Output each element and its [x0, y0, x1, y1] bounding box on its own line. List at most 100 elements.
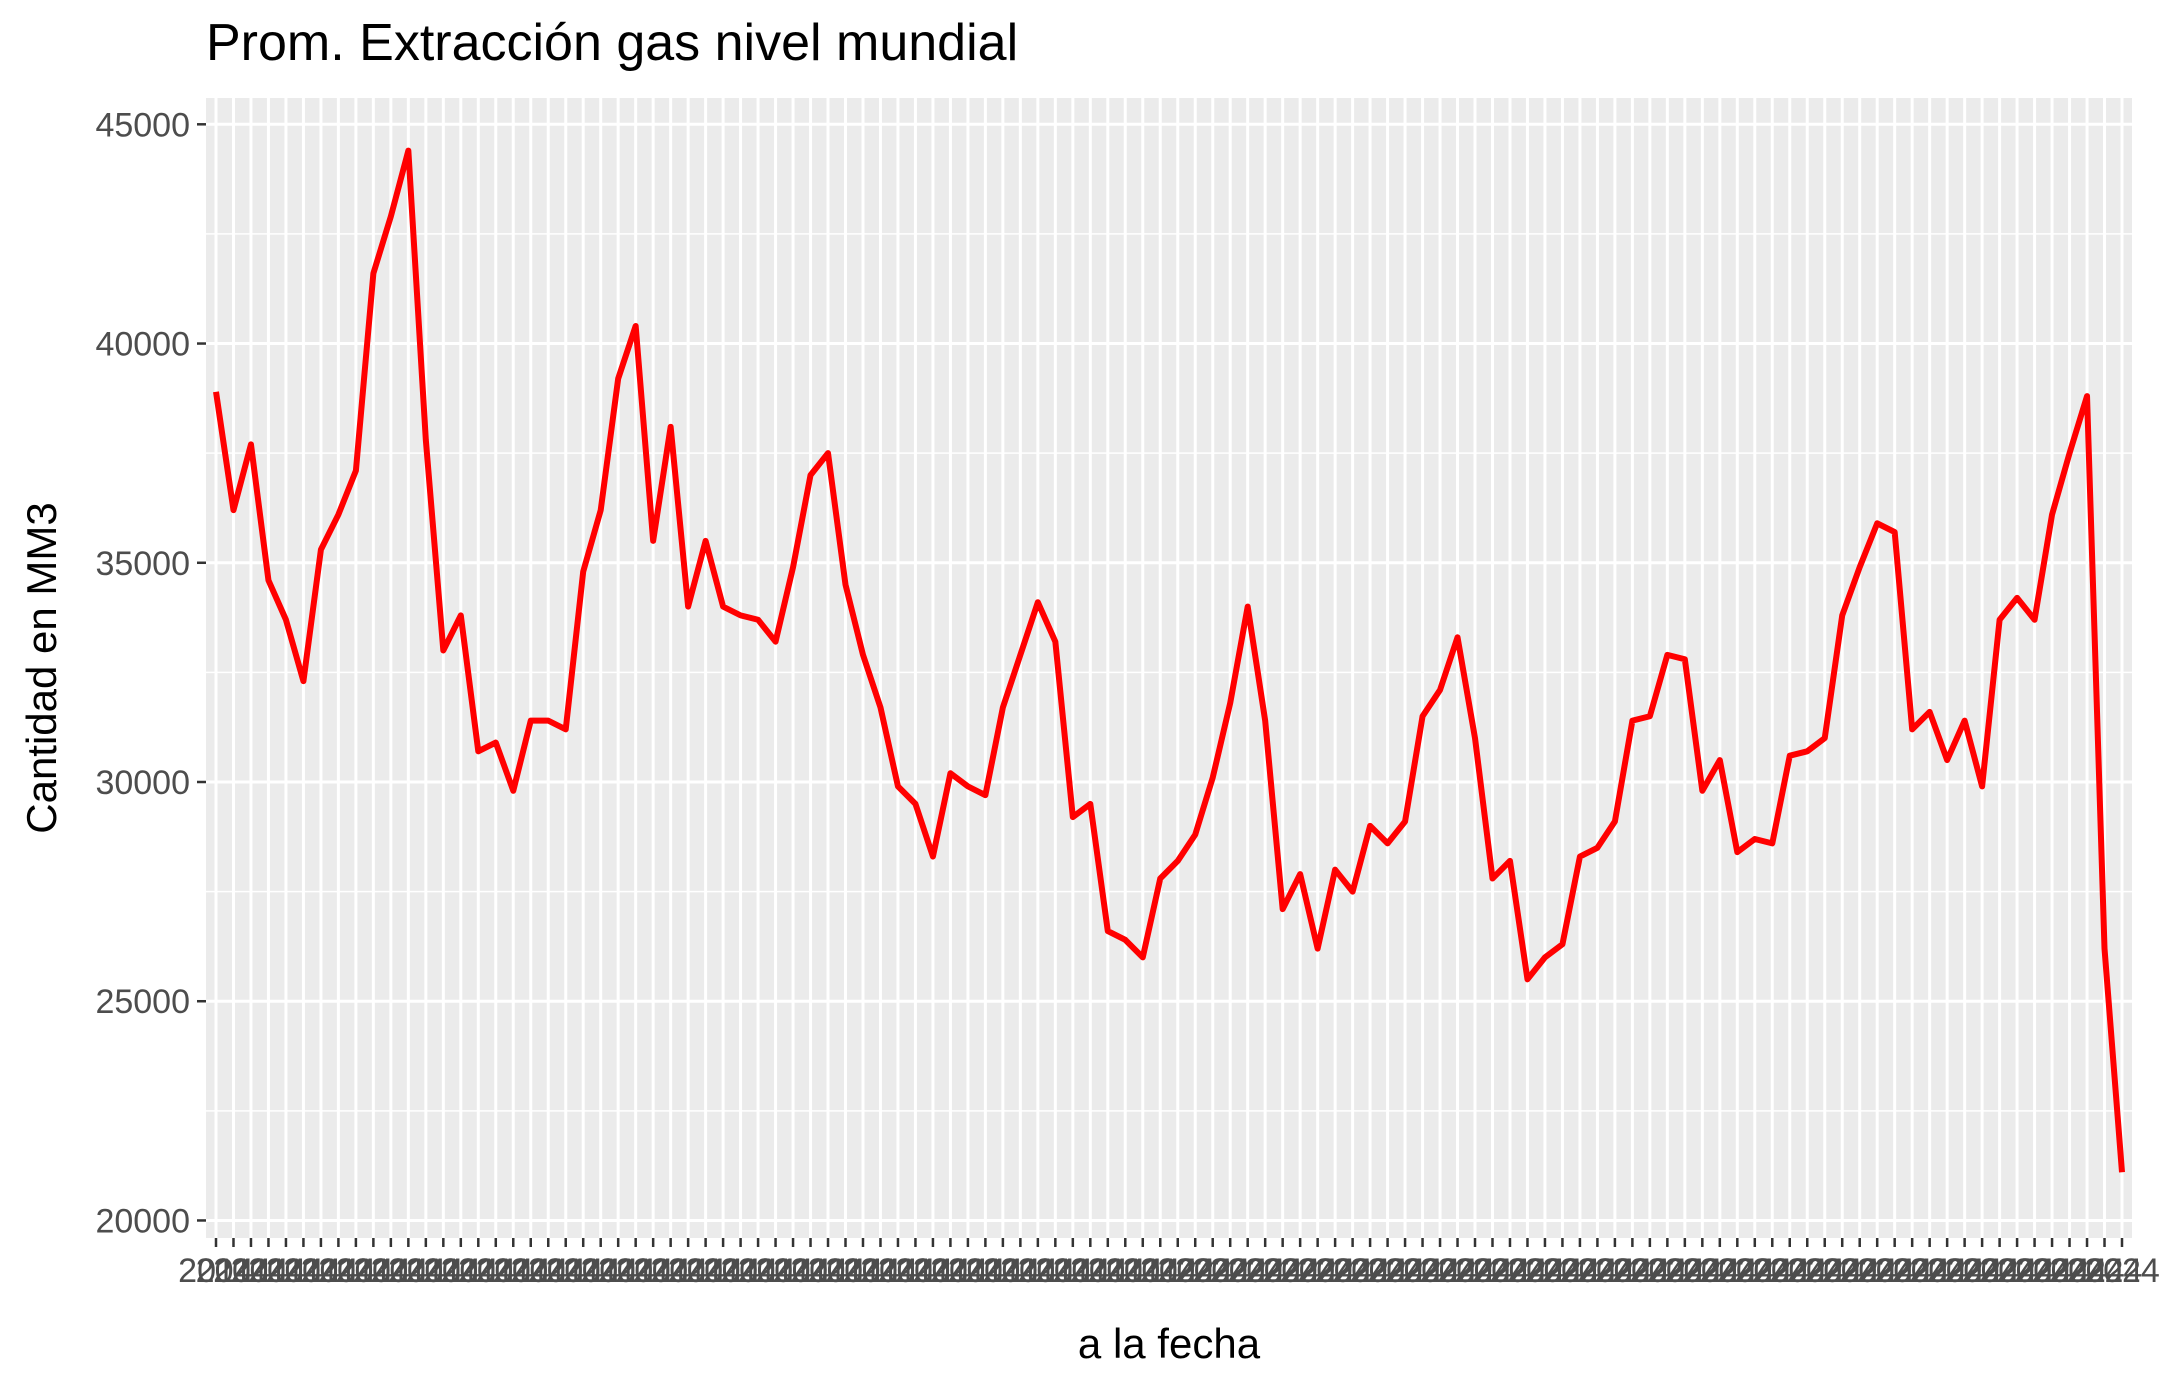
x-tick-label: 2014 [545, 1252, 621, 1290]
chart-title: Prom. Extracción gas nivel mundial [206, 14, 1018, 72]
x-tick-label: 2024 [1665, 1252, 1741, 1290]
x-tick-label: 2014 [231, 1252, 307, 1290]
x-tick-label: 2014 [825, 1252, 901, 1290]
x-tick-label: 2024 [1822, 1252, 1898, 1290]
x-tick-label: 2024 [1525, 1252, 1601, 1290]
x-tick-label: 2014 [615, 1252, 691, 1290]
x-tick-label: 2024 [1175, 1252, 1251, 1290]
x-tick-label: 2014 [493, 1252, 569, 1290]
x-tick-label: 2014 [510, 1252, 586, 1290]
x-tick-label: 2014 [283, 1252, 359, 1290]
x-tick-label: 2024 [1350, 1252, 1426, 1290]
series-line [213, 147, 2125, 1173]
x-tick-label: 2014 [773, 1252, 849, 1290]
x-tick-label: 2014 [248, 1252, 324, 1290]
x-tick-label: 2024 [1420, 1252, 1496, 1290]
x-tick-label: 2024 [1297, 1252, 1373, 1290]
x-tick-label: 2024 [1682, 1252, 1758, 1290]
x-tick-label: 2024 [1280, 1252, 1356, 1290]
x-tick-label: 2024 [1787, 1252, 1863, 1290]
x-tick-label: 2014 [318, 1252, 394, 1290]
x-tick-label: 2024 [1490, 1252, 1566, 1290]
x-tick-label: 2014 [371, 1252, 447, 1290]
x-tick-label: 2024 [1839, 1252, 1915, 1290]
x-tick-label: 2014 [1000, 1252, 1076, 1290]
x-tick-label: 2014 [1105, 1252, 1181, 1290]
x-tick-label: 2014 [755, 1252, 831, 1290]
x-tick-label: 2024 [1769, 1252, 1845, 1290]
x-tick-label: 2024 [1734, 1252, 1810, 1290]
y-axis-title: Cantidad en MM3 [18, 502, 65, 834]
x-tick-label: 2024 [1227, 1252, 1303, 1290]
x-tick-label: 2014 [213, 1252, 289, 1290]
x-tick-label: 2014 [1070, 1252, 1146, 1290]
x-tick-label: 2014 [633, 1252, 709, 1290]
x-tick-label: 2024 [1542, 1252, 1618, 1290]
x-tick-label: 2024 [1944, 1252, 2020, 1290]
y-tick-label: 45000 [95, 106, 190, 144]
x-tick-label: 2014 [895, 1252, 971, 1290]
x-tick-label: 2024 [1437, 1252, 1513, 1290]
x-tick-label: 2014 [790, 1252, 866, 1290]
x-tick-label: 2014 [650, 1252, 726, 1290]
x-tick-label: 2014 [685, 1252, 761, 1290]
x-tick-label: 2024 [1804, 1252, 1880, 1290]
x-tick-label: 2024 [2067, 1252, 2143, 1290]
x-tick-label: 2024 [1997, 1252, 2073, 1290]
x-tick-label: 2014 [580, 1252, 656, 1290]
x-tick-label: 2014 [878, 1252, 954, 1290]
x-tick-label: 2024 [1192, 1252, 1268, 1290]
x-tick-label: 2024 [1402, 1252, 1478, 1290]
x-tick-label: 2014 [388, 1252, 464, 1290]
x-tick-label: 2014 [528, 1252, 604, 1290]
x-tick-label: 2014 [406, 1252, 482, 1290]
x-tick-label: 2024 [1612, 1252, 1688, 1290]
x-tick-label: 2014 [563, 1252, 639, 1290]
x-tick-label: 2024 [1892, 1252, 1968, 1290]
x-tick-label: 2014 [1018, 1252, 1094, 1290]
x-tick-label: 2014 [1052, 1252, 1128, 1290]
x-tick-label: 2024 [1385, 1252, 1461, 1290]
y-major-gridlines [206, 122, 2132, 1222]
plot-panel [206, 98, 2132, 1238]
x-tick-label: 2024 [1630, 1252, 1706, 1290]
x-tick-label: 2014 [703, 1252, 779, 1290]
x-tick-label: 2024 [2049, 1252, 2125, 1290]
x-tick-label: 2024 [2032, 1252, 2108, 1290]
x-tick-label: 2024 [1717, 1252, 1793, 1290]
x-tick-label: 2014 [266, 1252, 342, 1290]
x-tick-label: 2024 [1262, 1252, 1338, 1290]
x-tick-label: 2014 [738, 1252, 814, 1290]
x-tick-label: 2014 [423, 1252, 499, 1290]
x-tick-label: 2024 [1909, 1252, 1985, 1290]
y-tick-label: 35000 [95, 545, 190, 583]
x-tick-label: 2024 [1927, 1252, 2003, 1290]
x-tick-label: 2014 [720, 1252, 796, 1290]
x-tick-label: 2024 [1367, 1252, 1443, 1290]
x-tick-label: 2014 [965, 1252, 1041, 1290]
x-tick-label: 2024 [2014, 1252, 2090, 1290]
y-axis: 20000 25000 30000 35000 40000 45000 [95, 106, 206, 1240]
x-tick-label: 2014 [1122, 1252, 1198, 1290]
x-tick-label: 2014 [668, 1252, 744, 1290]
x-tick-label: 2024 [2084, 1252, 2159, 1290]
x-tick-label: 2014 [440, 1252, 516, 1290]
x-tick-label: 2024 [1245, 1252, 1321, 1290]
x-tick-label: 2014 [336, 1252, 412, 1290]
x-tick-label: 2014 [178, 1252, 254, 1290]
y-tick-label: 40000 [95, 326, 190, 364]
x-tick-label: 2024 [1455, 1252, 1531, 1290]
x-tick-label: 2024 [1595, 1252, 1671, 1290]
x-tick-label: 2014 [475, 1252, 551, 1290]
x-tick-label: 2024 [1210, 1252, 1286, 1290]
y-tick-label: 25000 [95, 983, 190, 1021]
x-tick-label: 2014 [930, 1252, 1006, 1290]
x-tick-label: 2014 [1035, 1252, 1111, 1290]
x-tick-label: 2024 [1332, 1252, 1408, 1290]
x-tick-label: 2014 [808, 1252, 884, 1290]
x-tick-label: 2024 [1752, 1252, 1828, 1290]
x-tick-label: 2024 [1472, 1252, 1548, 1290]
x-tick-label: 2014 [598, 1252, 674, 1290]
x-tick-label: 2014 [301, 1252, 377, 1290]
